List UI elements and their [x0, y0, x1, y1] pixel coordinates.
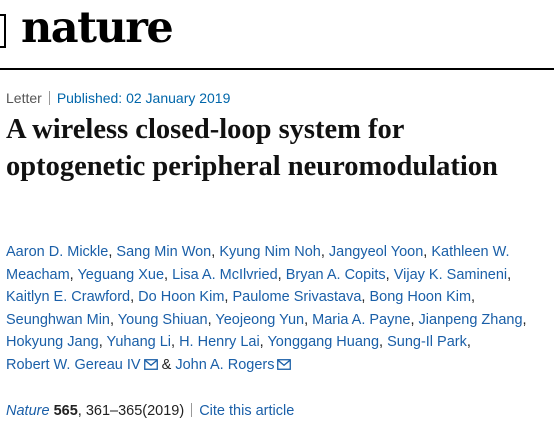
author-separator: , — [320, 244, 329, 260]
author-separator: , — [224, 289, 233, 306]
masthead-divider — [0, 68, 554, 70]
author-link[interactable]: Kaitlyn E. Crawford — [6, 289, 131, 306]
author-separator: , — [379, 334, 388, 351]
masthead: nature — [0, 0, 554, 66]
page-range: , 361–365(2019) — [77, 403, 185, 419]
published-date-link[interactable]: Published: 02 January 2019 — [56, 90, 231, 106]
author-separator: , — [471, 289, 476, 306]
author-separator: , — [164, 266, 173, 283]
nature-logo[interactable]: nature — [21, 3, 174, 53]
author-separator: , — [110, 311, 118, 328]
article-type: Letter — [6, 90, 42, 106]
author-link[interactable]: Aaron D. Mickle — [6, 244, 109, 260]
mail-icon[interactable] — [143, 359, 158, 370]
citation-divider — [191, 403, 193, 417]
author-separator: , — [304, 311, 313, 328]
author-link[interactable]: Kyung Nim Noh — [219, 244, 321, 260]
article-title: A wireless closed-loop system for optoge… — [6, 114, 498, 182]
author-separator: , — [507, 266, 512, 283]
author-link[interactable]: Do Hoon Kim — [138, 289, 225, 306]
author-separator: , — [277, 266, 286, 283]
author-separator: , — [108, 244, 117, 260]
author-separator: , — [522, 311, 527, 328]
author-link[interactable]: Bong Hoon Kim — [369, 289, 472, 306]
journal-link[interactable]: Nature — [6, 403, 50, 419]
author-link[interactable]: Robert W. Gereau IV — [6, 356, 141, 373]
author-link[interactable]: Lisa A. McIlvried — [172, 266, 278, 283]
author-link[interactable]: Yuhang Li — [106, 334, 172, 351]
author-link[interactable]: Vijay K. Samineni — [393, 266, 508, 283]
author-link[interactable]: Kathleen W. Meacham — [6, 244, 510, 283]
author-link[interactable]: Yeguang Xue — [77, 266, 165, 283]
meta-divider — [48, 91, 50, 105]
author-separator: , — [69, 266, 78, 283]
article-meta: Letter Published: 02 January 2019 — [6, 90, 230, 107]
author-separator: , — [207, 311, 216, 328]
volume-number: 565 — [53, 403, 78, 419]
mail-icon[interactable] — [277, 359, 292, 370]
author-link[interactable]: Bryan A. Copits — [285, 266, 386, 283]
author-separator: , — [259, 334, 268, 351]
author-link[interactable]: Sung-Il Park — [387, 334, 467, 351]
author-link[interactable]: Maria A. Payne — [312, 311, 411, 328]
author-link[interactable]: H. Henry Lai — [179, 334, 260, 351]
author-separator: , — [361, 289, 370, 306]
author-separator: , — [130, 289, 139, 306]
citation-line: Nature 565, 361–365(2019) Cite this artic… — [6, 403, 294, 420]
author-separator: , — [385, 266, 394, 283]
author-link[interactable]: Paulome Srivastava — [232, 289, 362, 306]
author-link[interactable]: Jianpeng Zhang — [418, 311, 523, 328]
author-link[interactable]: Young Shiuan — [117, 311, 208, 328]
author-separator: , — [211, 244, 220, 260]
author-link[interactable]: Sang Min Won — [116, 244, 212, 260]
author-link[interactable]: Hokyung Jang — [6, 334, 99, 351]
cite-this-article-link[interactable]: Cite this article — [199, 403, 295, 419]
author-link[interactable]: Jangyeol Yoon — [328, 244, 424, 260]
author-separator: , — [98, 334, 107, 351]
author-link[interactable]: Yonggang Huang — [267, 334, 380, 351]
author-separator: , — [410, 311, 419, 328]
author-link[interactable]: Yeojeong Yun — [215, 311, 305, 328]
author-link[interactable]: Seunghwan Min — [6, 311, 110, 328]
author-separator: & — [157, 356, 176, 373]
menu-bracket-icon[interactable] — [0, 14, 6, 48]
author-separator: , — [466, 334, 471, 351]
author-link[interactable]: John A. Rogers — [175, 356, 275, 373]
author-list: Aaron D. Mickle, Sang Min Won, Kyung Nim… — [6, 241, 536, 377]
author-separator: , — [423, 244, 432, 260]
author-separator: , — [171, 334, 180, 351]
